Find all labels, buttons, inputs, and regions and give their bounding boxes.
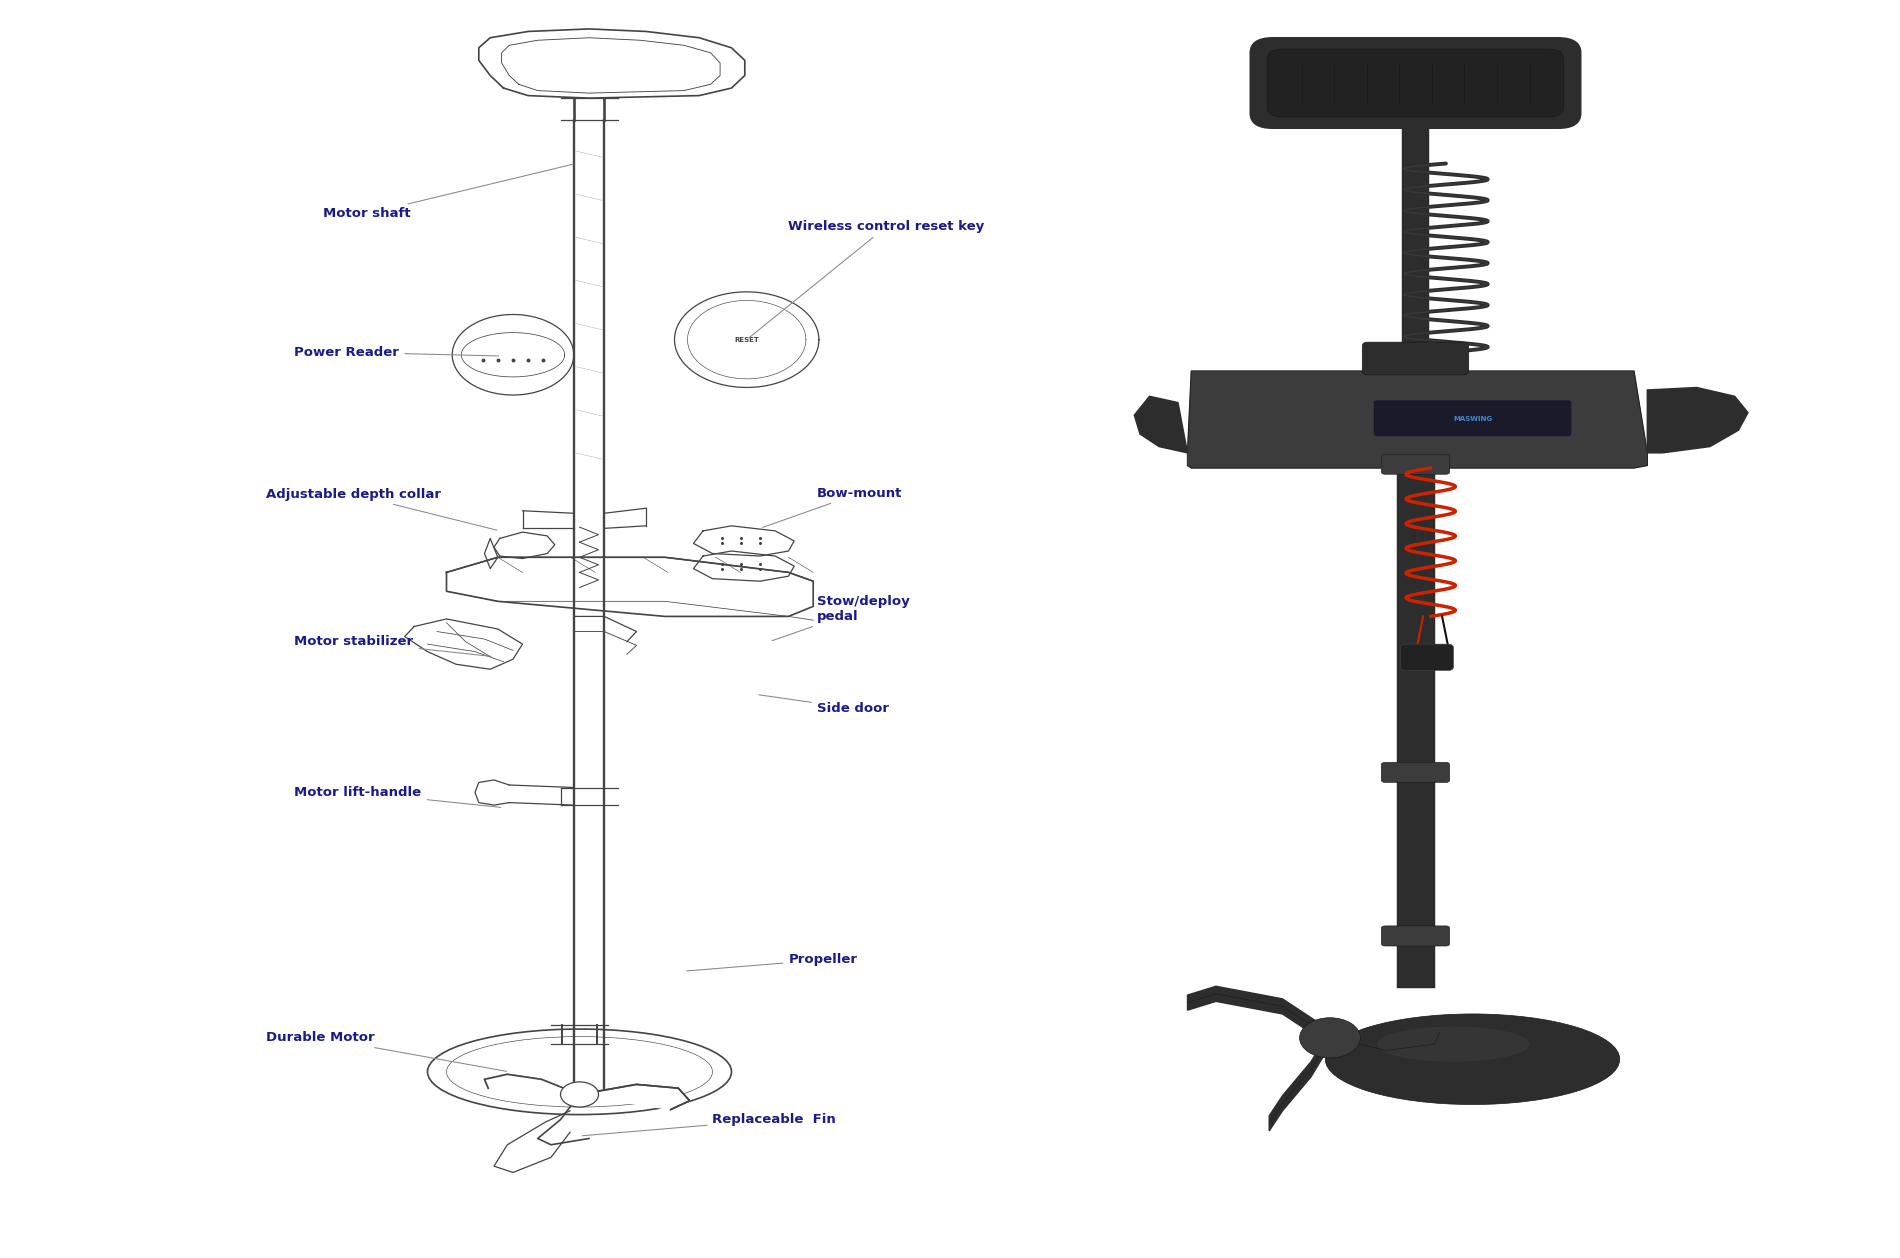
Polygon shape: [1134, 396, 1188, 453]
Text: MASWING: MASWING: [1454, 416, 1492, 421]
Ellipse shape: [1326, 1014, 1619, 1105]
Text: Bow-mount: Bow-mount: [762, 487, 902, 527]
FancyBboxPatch shape: [1267, 49, 1564, 117]
Text: Replaceable  Fin: Replaceable Fin: [581, 1113, 836, 1136]
Polygon shape: [1269, 1030, 1330, 1131]
Circle shape: [560, 1082, 598, 1107]
Text: Propeller: Propeller: [686, 954, 857, 971]
Text: Power Reader: Power Reader: [294, 346, 500, 359]
Text: Durable Motor: Durable Motor: [266, 1032, 507, 1072]
Text: Side door: Side door: [758, 694, 889, 715]
Text: Motor stabilizer: Motor stabilizer: [294, 635, 492, 657]
Polygon shape: [580, 1084, 690, 1110]
Text: Adjustable depth collar: Adjustable depth collar: [266, 488, 498, 530]
Text: Stow/deploy
pedal: Stow/deploy pedal: [771, 595, 910, 640]
Text: Wireless control reset key: Wireless control reset key: [749, 220, 984, 338]
Polygon shape: [1647, 387, 1748, 453]
Text: Motor shaft: Motor shaft: [323, 165, 574, 220]
Polygon shape: [484, 1074, 580, 1094]
FancyBboxPatch shape: [1396, 465, 1434, 988]
Polygon shape: [1188, 371, 1647, 468]
FancyBboxPatch shape: [1400, 644, 1454, 671]
FancyBboxPatch shape: [1374, 400, 1571, 437]
Ellipse shape: [1378, 1027, 1530, 1062]
Text: RESET: RESET: [733, 337, 760, 342]
Text: Motor lift-handle: Motor lift-handle: [294, 786, 502, 808]
FancyBboxPatch shape: [1402, 113, 1429, 365]
FancyBboxPatch shape: [1381, 926, 1450, 946]
Circle shape: [1300, 1018, 1360, 1058]
FancyBboxPatch shape: [1381, 762, 1450, 782]
FancyBboxPatch shape: [1250, 38, 1581, 128]
Polygon shape: [1188, 986, 1330, 1045]
Polygon shape: [1330, 1024, 1440, 1058]
FancyBboxPatch shape: [1362, 342, 1469, 375]
FancyBboxPatch shape: [1381, 454, 1450, 474]
